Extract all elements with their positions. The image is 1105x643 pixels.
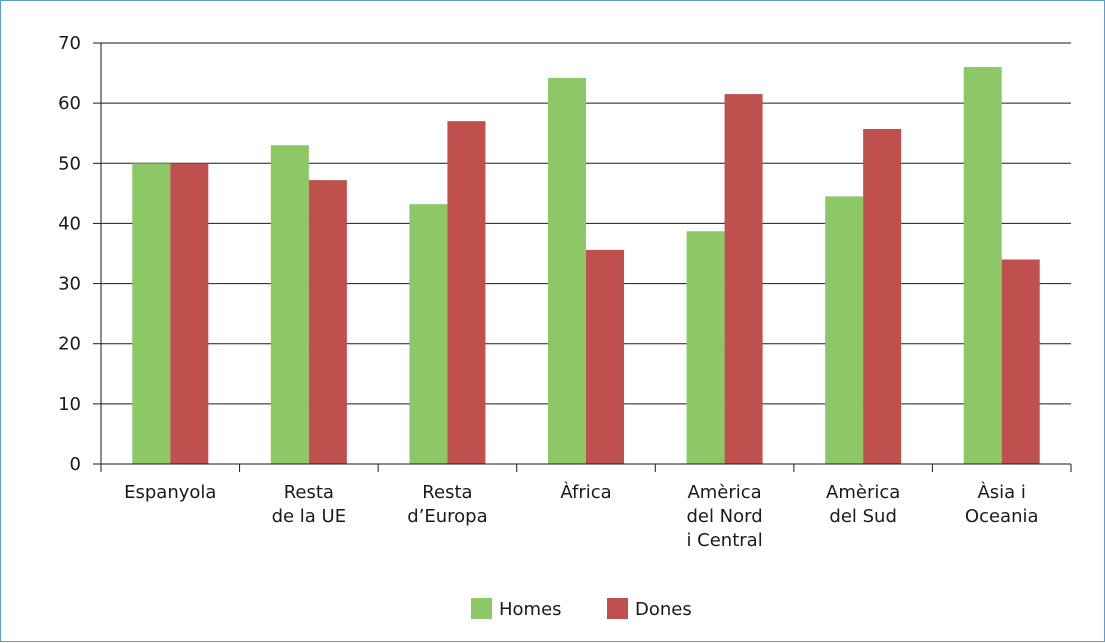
y-tick-label: 0	[70, 454, 81, 475]
x-tick-label: Amèrica del Nord i Central	[686, 482, 762, 551]
y-tick-label: 70	[58, 33, 81, 54]
y-tick-label: 10	[58, 394, 81, 415]
bar-dones	[170, 163, 209, 465]
bar-homes	[548, 77, 586, 464]
bar-homes	[132, 163, 171, 465]
bar-dones	[1001, 259, 1040, 464]
bar-homes	[825, 196, 864, 464]
y-tick-label: 40	[58, 213, 81, 234]
legend-swatch-dones	[607, 598, 628, 619]
bar-dones	[724, 94, 763, 464]
legend-label-dones: Dones	[635, 599, 692, 620]
y-tick-label: 60	[58, 93, 81, 114]
bar-homes	[963, 67, 1002, 465]
legend-label-homes: Homes	[499, 599, 562, 620]
y-tick-label: 50	[58, 153, 81, 174]
x-tick-label: Resta d’Europa	[407, 482, 487, 527]
bar-homes	[409, 204, 448, 464]
y-tick-label: 20	[58, 334, 81, 355]
bar-dones	[586, 249, 624, 464]
x-tick-label: Amèrica del Sud	[826, 482, 900, 527]
bar-dones	[447, 121, 486, 464]
y-tick-label: 30	[58, 274, 81, 295]
bar-dones	[308, 180, 347, 464]
x-tick-label: Àsia i Oceania	[965, 481, 1039, 527]
legend-swatch-homes	[471, 598, 492, 619]
x-tick-label: Resta de la UE	[272, 482, 347, 527]
x-tick-label: Àfrica	[560, 481, 611, 503]
bar-dones	[863, 129, 902, 465]
bar-homes	[686, 231, 725, 464]
bar-homes	[270, 145, 309, 464]
x-tick-label: Espanyola	[124, 482, 216, 503]
